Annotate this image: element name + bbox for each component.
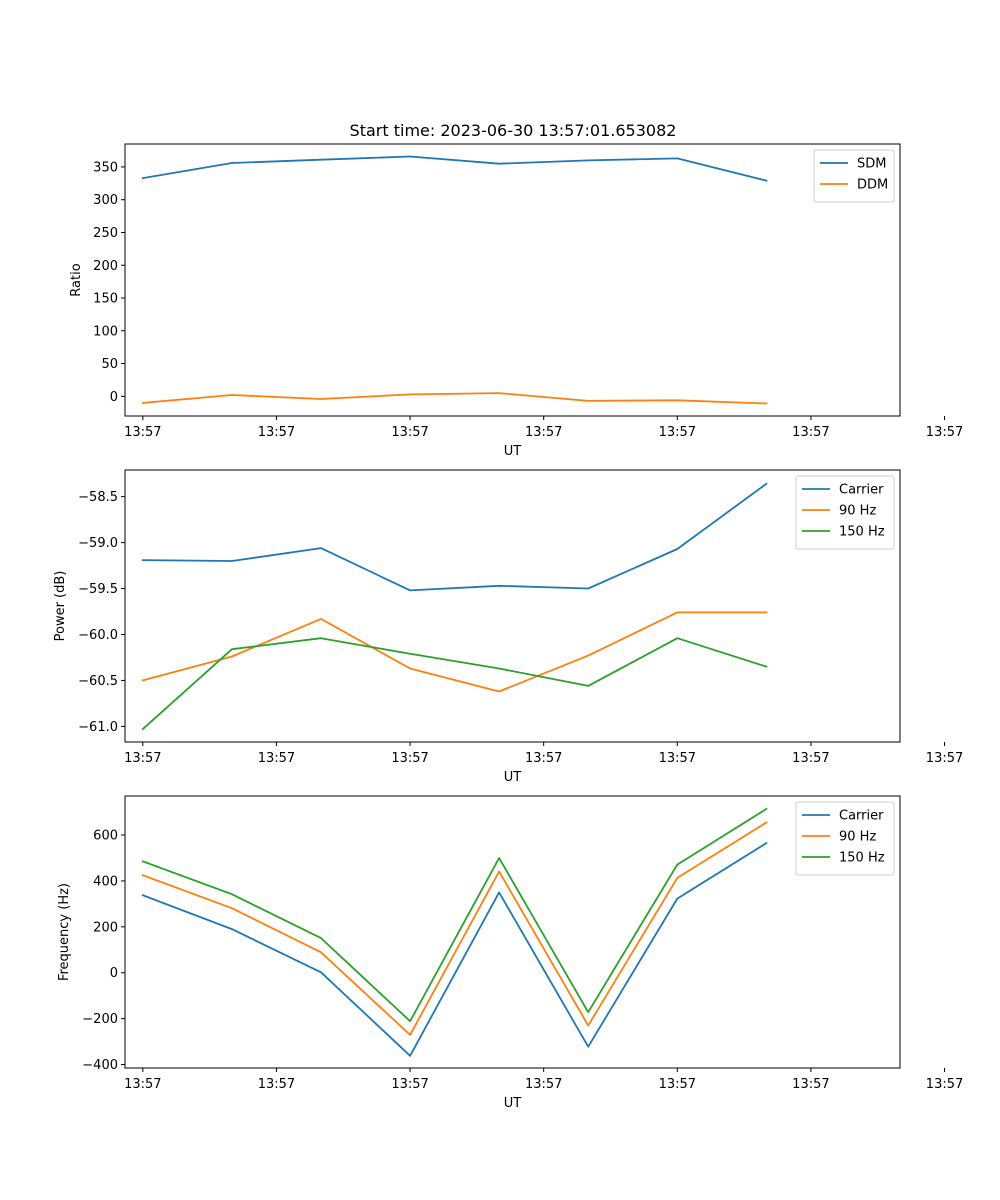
x-tick-label: 13:57 (525, 425, 562, 440)
x-tick-label: 13:57 (926, 1077, 963, 1092)
subplot-1: 13:57 13:57 13:57 13:57 13:57 13:57 13:57 0 50 10… (69, 143, 963, 459)
y-tick-label: 0 (110, 966, 118, 981)
subplots: 13:57 13:57 13:57 13:57 13:57 13:57 13:57 0 50 10… (53, 143, 963, 1111)
x-tick-label: 13:57 (659, 425, 696, 440)
y-tick-label: −60.0 (78, 628, 118, 643)
series-line-1-2 (141, 392, 768, 405)
x-tick-label: 13:57 (258, 425, 295, 440)
series-line-3-1 (141, 841, 768, 1057)
x-tick-label: 13:57 (391, 1077, 428, 1092)
legend: Carrier 90 Hz 150 Hz (795, 801, 895, 876)
subplot-2: 13:57 13:57 13:57 13:57 13:57 13:57 13:57 −61.0… (53, 469, 963, 785)
series-line-1-1 (141, 155, 768, 182)
y-tick-label: 350 (93, 160, 118, 175)
x-tick-label: 13:57 (659, 1077, 696, 1092)
legend-entry: 90 Hz (839, 830, 876, 845)
y-axis-label: Power (dB) (53, 571, 68, 642)
series-line-2-1 (141, 482, 768, 592)
y-tick-label: −61.0 (78, 720, 118, 735)
y-tick-label: 250 (93, 226, 118, 241)
x-tick-label: 13:57 (926, 425, 963, 440)
legend: SDM DDM (813, 149, 895, 203)
legend-entry: 150 Hz (839, 525, 885, 540)
legend-entry: 150 Hz (839, 851, 885, 866)
x-tick-label: 13:57 (124, 751, 161, 766)
y-tick-label: 50 (101, 357, 118, 372)
subplot-3: 13:57 13:57 13:57 13:57 13:57 13:57 13:57 −400 −… (57, 795, 963, 1111)
x-axis-label: UT (504, 444, 522, 459)
legend-entry: SDM (857, 157, 886, 172)
chart-title: Start time: 2023-06-30 13:57:01.653082 (350, 121, 677, 140)
axes-frame (124, 795, 901, 1069)
y-tick-label: −59.5 (78, 582, 118, 597)
x-tick-label: 13:57 (124, 425, 161, 440)
y-tick-label: −400 (82, 1058, 118, 1073)
x-tick-label: 13:57 (391, 751, 428, 766)
y-tick-label: 0 (110, 390, 118, 405)
y-tick-label: 150 (93, 292, 118, 307)
legend-entry: Carrier (839, 483, 884, 498)
y-tick-label: 300 (93, 193, 118, 208)
x-tick-label: 13:57 (792, 1077, 829, 1092)
y-axis-label: Frequency (Hz) (57, 883, 72, 981)
series-line-2-3 (141, 637, 768, 731)
x-tick-label: 13:57 (792, 751, 829, 766)
axes-frame (124, 143, 901, 417)
y-tick-label: −59.0 (78, 536, 118, 551)
legend-entry: 90 Hz (839, 504, 876, 519)
x-tick-label: 13:57 (258, 751, 295, 766)
y-tick-label: 200 (93, 259, 118, 274)
x-tick-label: 13:57 (792, 425, 829, 440)
y-tick-label: 600 (93, 829, 118, 844)
y-axis-label: Ratio (69, 263, 84, 296)
y-tick-label: −200 (82, 1012, 118, 1027)
y-tick-label: −58.5 (78, 490, 118, 505)
axes-frame (124, 469, 901, 743)
x-tick-label: 13:57 (926, 751, 963, 766)
x-axis-label: UT (504, 770, 522, 785)
y-tick-label: 200 (93, 920, 118, 935)
y-tick-label: 100 (93, 324, 118, 339)
x-tick-label: 13:57 (525, 1077, 562, 1092)
legend-entry: Carrier (839, 809, 884, 824)
x-tick-label: 13:57 (391, 425, 428, 440)
x-axis-label: UT (504, 1096, 522, 1111)
legend-entry: DDM (857, 178, 888, 193)
x-tick-label: 13:57 (525, 751, 562, 766)
series-line-2-2 (141, 611, 768, 693)
y-tick-label: 400 (93, 874, 118, 889)
x-tick-label: 13:57 (659, 751, 696, 766)
legend: Carrier 90 Hz 150 Hz (795, 475, 895, 550)
x-tick-label: 13:57 (124, 1077, 161, 1092)
y-tick-label: −60.5 (78, 674, 118, 689)
series-line-3-3 (141, 807, 768, 1023)
x-tick-label: 13:57 (258, 1077, 295, 1092)
series-line-3-2 (141, 821, 768, 1036)
